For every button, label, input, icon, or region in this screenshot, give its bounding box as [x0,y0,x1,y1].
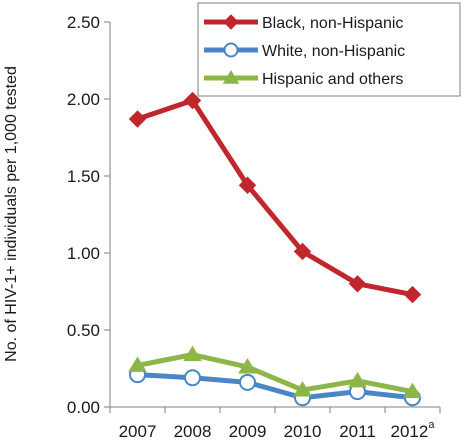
x-tick-label: 2009 [229,422,267,441]
x-tick-label: 2012a [391,419,436,441]
legend-label: Black, non-Hispanic [262,15,403,32]
legend-label: Hispanic and others [262,71,403,88]
y-tick-labels: 0.00 0.50 1.00 1.50 2.00 2.50 [67,13,100,417]
axes [104,21,441,413]
data-point [348,371,367,388]
y-tick-label: 0.00 [67,398,100,417]
data-point [293,242,312,261]
data-point [238,357,257,374]
x-tick-superscript: a [428,419,435,431]
data-point [403,382,422,399]
legend-marker [222,70,240,84]
legend-item: White, non-Hispanic [204,42,405,60]
data-point [239,373,256,391]
x-tick-label: 2007 [119,422,157,441]
series-2 [129,366,421,407]
y-tick-label: 1.50 [67,167,100,186]
data-point [183,345,202,362]
y-axis-label: No. of HIV-1+ individuals per 1,000 test… [3,66,20,362]
legend-label: White, non-Hispanic [262,43,405,60]
y-tick-label: 2.00 [67,90,100,109]
legend-item: Hispanic and others [204,70,403,88]
series-3 [128,345,422,399]
y-tick-label: 0.50 [67,321,100,340]
x-tick-label: 2011 [339,422,376,441]
data-point [184,369,201,387]
data-point [183,91,202,110]
y-tick-label: 2.50 [67,13,100,32]
legend-marker [223,14,239,30]
legend: Black, non-Hispanic White, non-Hispanic Hi… [197,2,461,97]
legend-marker [223,42,239,58]
series-1 [128,91,422,304]
data-point [403,285,422,304]
x-tick-labels: 2007 2008 2009 2010 2011 2012a [119,419,436,441]
x-tick-label: 2010 [284,422,322,441]
data-point [128,110,147,128]
y-tick-label: 1.00 [67,244,100,263]
data-point [128,356,147,372]
legend-item: Black, non-Hispanic [204,14,403,32]
series-layer [128,91,422,407]
data-point [238,176,257,194]
x-tick-label: 2008 [174,422,212,441]
series-line [137,372,413,401]
series-line [137,352,413,395]
data-point [348,275,367,293]
series-line [136,98,413,298]
data-point [293,381,312,397]
